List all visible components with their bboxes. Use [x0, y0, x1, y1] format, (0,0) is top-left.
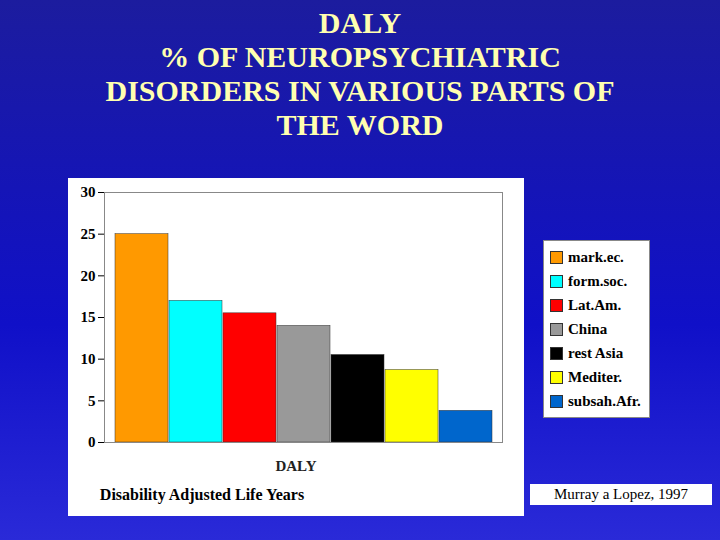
svg-text:0: 0 [88, 434, 96, 450]
svg-text:30: 30 [81, 184, 96, 200]
html-text:form.soc.: form.soc. [568, 273, 628, 289]
html-text:DALY % OF NEUROPSYCHIATRIC DIS: DALY % OF NEUROPSYCHIATRIC DISORDERS IN … [105, 6, 615, 141]
html-text:mark.ec.: mark.ec. [568, 249, 624, 265]
svg-text:10: 10 [81, 351, 96, 367]
svg-text:5: 5 [88, 393, 96, 409]
html-text:Disability Adjusted Life Years: Disability Adjusted Life Years [99, 486, 305, 503]
html-text:subsah.Afr.: subsah.Afr. [568, 393, 641, 409]
svg-text:15: 15 [81, 309, 96, 325]
html-text:Murray a Lopez, 1997: Murray a Lopez, 1997 [553, 486, 689, 502]
html-text:DALY: DALY [275, 458, 317, 474]
svg-text:20: 20 [81, 268, 96, 284]
html-text:Lat.Am.: Lat.Am. [568, 297, 622, 313]
html-text:Mediter.: Mediter. [568, 369, 622, 385]
svg-text:25: 25 [81, 226, 96, 242]
html-text:China: China [568, 321, 608, 337]
html-text:rest Asia: rest Asia [568, 345, 624, 361]
